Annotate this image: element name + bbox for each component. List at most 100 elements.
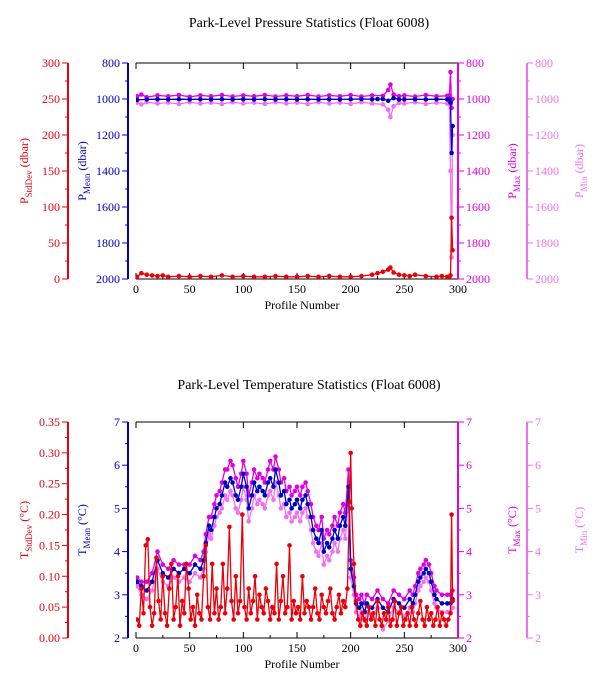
data-point	[391, 95, 396, 101]
data-point	[330, 536, 335, 541]
data-point	[149, 588, 155, 593]
data-point	[306, 604, 312, 610]
y-tick-label: 800	[466, 56, 484, 70]
data-point	[219, 92, 225, 98]
data-point	[219, 96, 225, 102]
data-point	[228, 475, 233, 481]
data-point	[388, 114, 393, 120]
data-point	[171, 557, 176, 563]
data-point	[218, 604, 224, 610]
data-point	[285, 604, 290, 610]
data-point	[206, 523, 212, 528]
y-tick-label: 0.05	[39, 600, 60, 614]
data-point	[439, 601, 445, 606]
data-point	[391, 103, 396, 109]
y-tick-label: 2	[535, 631, 541, 645]
data-point	[212, 514, 217, 520]
data-point	[217, 501, 222, 507]
data-point	[176, 96, 182, 102]
data-point	[179, 598, 185, 604]
data-point	[297, 519, 303, 524]
data-point	[281, 475, 287, 481]
data-point	[450, 247, 455, 253]
data-point	[337, 97, 343, 102]
data-point	[334, 604, 340, 610]
data-point	[267, 488, 273, 494]
data-point	[267, 458, 273, 464]
data-point	[316, 540, 321, 546]
data-point	[423, 273, 429, 279]
data-point	[432, 583, 437, 589]
y-tick-label: 5	[466, 501, 472, 515]
chart-panel-2: Park-Level Temperature Statistics (Float…	[17, 378, 589, 671]
data-point	[305, 92, 311, 98]
data-point	[136, 575, 140, 580]
data-point	[310, 527, 316, 533]
data-point	[328, 586, 333, 591]
y-axis-label-sub: Min	[579, 530, 589, 546]
data-point	[244, 471, 249, 477]
data-point	[284, 101, 289, 106]
data-point	[217, 510, 222, 515]
data-point	[421, 579, 427, 585]
data-point	[332, 617, 337, 622]
data-point	[284, 93, 289, 98]
data-point	[338, 611, 344, 616]
y-tick-label: 1400	[466, 164, 490, 178]
data-point	[149, 579, 155, 585]
data-point	[228, 458, 233, 464]
y-axis-mean: 2 3 4 5 6 7 TMean (°C)	[75, 415, 129, 645]
data-point	[396, 601, 402, 606]
data-point	[319, 527, 325, 533]
y-axis-label-stddev: PStdDev (dbar)	[17, 138, 34, 204]
data-point	[229, 598, 234, 604]
data-point	[292, 514, 298, 520]
data-point	[316, 527, 321, 533]
data-point	[377, 617, 382, 622]
data-point	[136, 617, 140, 622]
data-point	[281, 488, 287, 494]
data-point	[391, 588, 396, 593]
y-tick-label: 6	[535, 458, 541, 472]
data-point	[186, 586, 191, 591]
data-point	[251, 480, 257, 485]
data-point	[303, 480, 308, 485]
data-point	[190, 604, 196, 610]
data-point	[346, 467, 351, 472]
data-point	[423, 92, 429, 98]
data-point	[294, 97, 300, 102]
data-point	[136, 579, 140, 585]
data-point	[326, 532, 332, 537]
data-point	[145, 537, 151, 542]
data-point	[358, 623, 363, 628]
data-point	[310, 604, 316, 610]
data-point	[362, 617, 367, 622]
data-point	[449, 215, 454, 221]
data-point	[401, 623, 406, 628]
y-axis-label-unit: (°C)	[17, 501, 31, 525]
data-point	[434, 588, 439, 593]
data-point	[254, 501, 260, 507]
data-point	[388, 265, 393, 270]
data-point	[235, 510, 241, 515]
data-point	[233, 506, 239, 511]
data-point	[396, 611, 402, 616]
data-point	[144, 596, 149, 602]
data-point	[337, 523, 343, 528]
data-point	[326, 273, 332, 279]
y-tick-label: 3	[466, 588, 472, 602]
data-point	[380, 102, 386, 107]
data-point	[241, 101, 246, 106]
data-point	[176, 92, 182, 98]
data-point	[257, 497, 262, 503]
data-point	[369, 596, 375, 602]
data-point	[403, 617, 408, 622]
data-point	[198, 101, 203, 106]
x-tick-label: 50	[184, 282, 196, 296]
data-point	[297, 617, 303, 622]
data-point	[197, 611, 202, 616]
data-point	[254, 617, 260, 622]
y-axis-label-max: TMax (°C)	[505, 506, 522, 554]
y-tick-label: 2000	[535, 272, 559, 286]
data-point	[380, 93, 386, 99]
